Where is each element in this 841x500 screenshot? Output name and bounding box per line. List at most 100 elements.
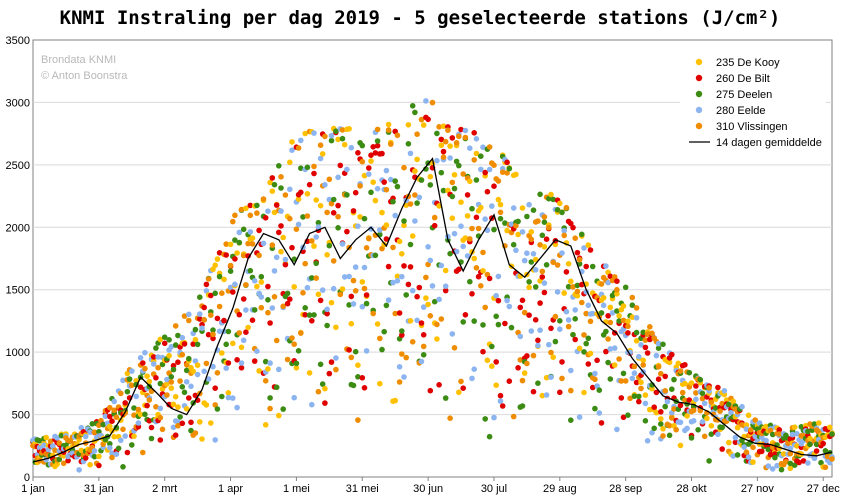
data-point (385, 263, 392, 270)
data-point (379, 346, 385, 353)
data-point (271, 294, 278, 300)
legend-label: 235 De Kooy (716, 57, 780, 69)
data-point (585, 361, 592, 367)
data-point (109, 454, 115, 461)
data-point (491, 183, 497, 189)
data-point (245, 324, 251, 331)
data-point (383, 236, 390, 242)
data-point (115, 445, 122, 452)
data-point (197, 294, 203, 301)
data-point (478, 153, 484, 159)
data-point (449, 135, 456, 141)
data-point (631, 393, 638, 400)
data-point (284, 290, 291, 297)
data-point (140, 360, 146, 366)
data-point (170, 401, 177, 408)
data-point (572, 235, 578, 241)
data-point (557, 326, 563, 333)
data-point (341, 274, 348, 280)
data-point (350, 301, 357, 307)
data-point (335, 202, 341, 209)
data-point (118, 390, 124, 397)
data-point (651, 404, 657, 411)
data-point (699, 390, 706, 397)
data-point (243, 329, 249, 336)
data-point (54, 435, 60, 441)
data-point (311, 163, 317, 170)
data-point (216, 273, 223, 280)
data-point (614, 291, 620, 297)
data-point (640, 362, 646, 368)
data-point (374, 138, 381, 144)
data-point (355, 223, 361, 229)
data-point (418, 177, 425, 183)
data-point (493, 313, 500, 320)
data-point (721, 388, 728, 394)
data-point (311, 170, 317, 177)
data-point (791, 424, 798, 431)
data-point (497, 392, 504, 399)
data-point (399, 273, 405, 280)
data-point (346, 302, 352, 308)
data-point (280, 303, 287, 310)
x-tick-label: 28 sep (609, 483, 642, 495)
data-point (638, 342, 644, 348)
data-point (87, 429, 93, 435)
data-point (287, 215, 293, 222)
data-point (532, 267, 539, 273)
data-point (633, 379, 640, 386)
data-point (243, 307, 249, 313)
legend-label: 275 Deelen (716, 89, 772, 101)
data-point (495, 321, 502, 328)
data-point (412, 218, 418, 224)
data-point (330, 196, 337, 203)
data-point (662, 388, 668, 394)
data-point (471, 318, 478, 324)
data-point (728, 409, 734, 416)
data-point (346, 126, 352, 132)
data-point (352, 264, 359, 270)
data-point (304, 191, 311, 197)
data-point (210, 335, 216, 342)
data-point (282, 261, 289, 268)
data-point (504, 159, 510, 166)
data-point (517, 304, 524, 311)
data-point (273, 337, 280, 344)
data-point (489, 203, 495, 209)
data-point (453, 158, 460, 165)
data-point (666, 432, 673, 439)
data-point (420, 332, 427, 338)
data-point (559, 209, 565, 216)
data-point (309, 238, 315, 244)
data-point (177, 414, 183, 420)
data-point (425, 301, 431, 308)
legend-marker (695, 90, 703, 98)
data-point (344, 228, 350, 235)
data-point (550, 259, 556, 266)
data-point (732, 434, 739, 441)
data-point (113, 451, 120, 458)
data-point (759, 448, 765, 455)
data-point (486, 275, 493, 282)
data-point (491, 226, 497, 233)
data-point (91, 448, 98, 454)
data-point (596, 410, 603, 416)
data-point (284, 356, 291, 363)
data-point (669, 415, 675, 421)
data-point (633, 305, 640, 311)
data-point (546, 341, 552, 348)
data-point (607, 346, 614, 352)
data-point (352, 348, 359, 355)
data-point (278, 208, 284, 214)
data-point (230, 340, 236, 347)
data-point (633, 329, 640, 336)
data-point (135, 406, 142, 413)
data-point (107, 404, 113, 411)
data-point (254, 202, 260, 209)
data-point (712, 405, 719, 411)
data-point (829, 456, 835, 462)
data-point (374, 185, 381, 192)
data-point (291, 341, 298, 348)
data-point (449, 179, 456, 186)
data-point (293, 226, 300, 232)
